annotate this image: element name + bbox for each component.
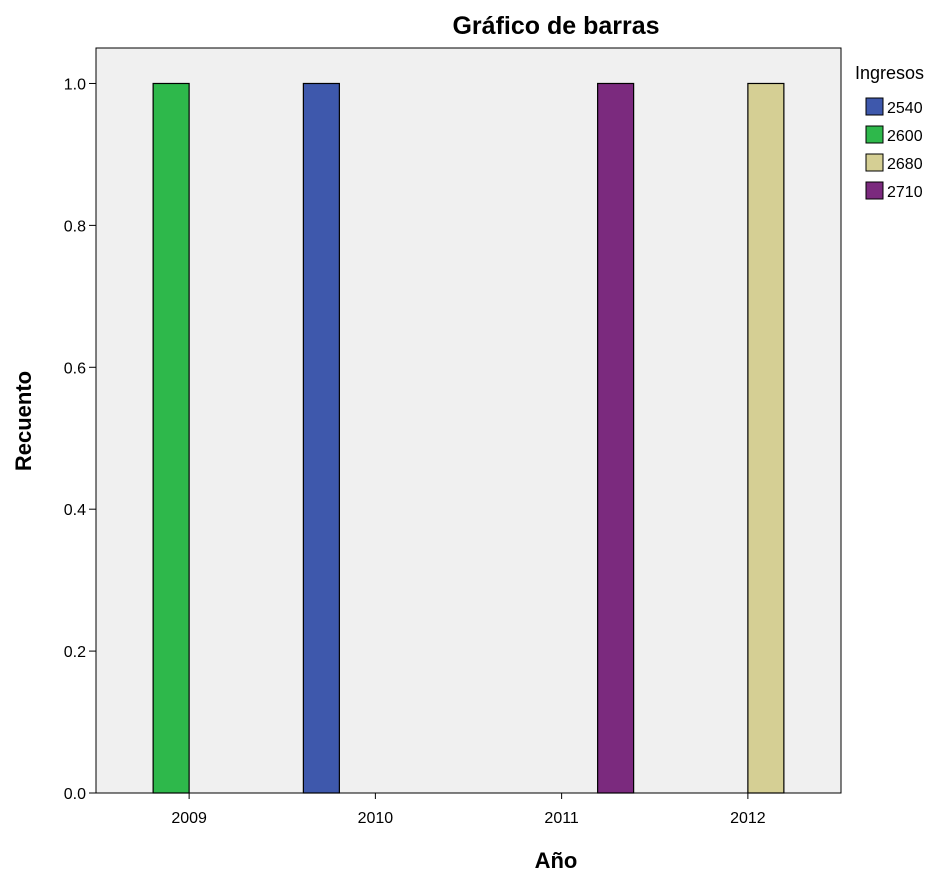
legend-swatch-2600 bbox=[866, 126, 883, 143]
legend: Ingresos 2540 2600 2680 2710 bbox=[855, 63, 924, 201]
x-axis-label: Año bbox=[535, 848, 578, 873]
x-tick-label: 2010 bbox=[358, 810, 394, 827]
legend-label-2540: 2540 bbox=[887, 100, 923, 117]
bar-2710-2011 bbox=[598, 83, 634, 793]
y-tick-label: 0.6 bbox=[64, 360, 86, 377]
legend-label-2710: 2710 bbox=[887, 184, 923, 201]
y-tick-label: 0.4 bbox=[64, 502, 86, 519]
x-tick-label: 2012 bbox=[730, 810, 766, 827]
y-tick-label: 0.0 bbox=[64, 786, 86, 803]
y-tick-label: 1.0 bbox=[64, 76, 86, 93]
legend-swatch-2680 bbox=[866, 154, 883, 171]
bar-2600-2009 bbox=[153, 83, 189, 793]
y-axis-label: Recuento bbox=[11, 371, 36, 471]
y-axis: 0.0 0.2 0.4 0.6 0.8 1.0 bbox=[64, 76, 96, 803]
bar-2540-2010 bbox=[303, 83, 339, 793]
legend-label-2680: 2680 bbox=[887, 156, 923, 173]
y-tick-label: 0.8 bbox=[64, 218, 86, 235]
bar-2680-2012 bbox=[748, 83, 784, 793]
legend-swatch-2710 bbox=[866, 182, 883, 199]
plot-area bbox=[96, 48, 841, 793]
x-axis: 2009 2010 2011 2012 bbox=[171, 793, 765, 827]
legend-swatch-2540 bbox=[866, 98, 883, 115]
y-tick-label: 0.2 bbox=[64, 644, 86, 661]
x-tick-label: 2011 bbox=[544, 810, 579, 827]
legend-title: Ingresos bbox=[855, 63, 924, 83]
chart-title: Gráfico de barras bbox=[452, 12, 659, 40]
x-tick-label: 2009 bbox=[171, 810, 207, 827]
legend-label-2600: 2600 bbox=[887, 128, 923, 145]
